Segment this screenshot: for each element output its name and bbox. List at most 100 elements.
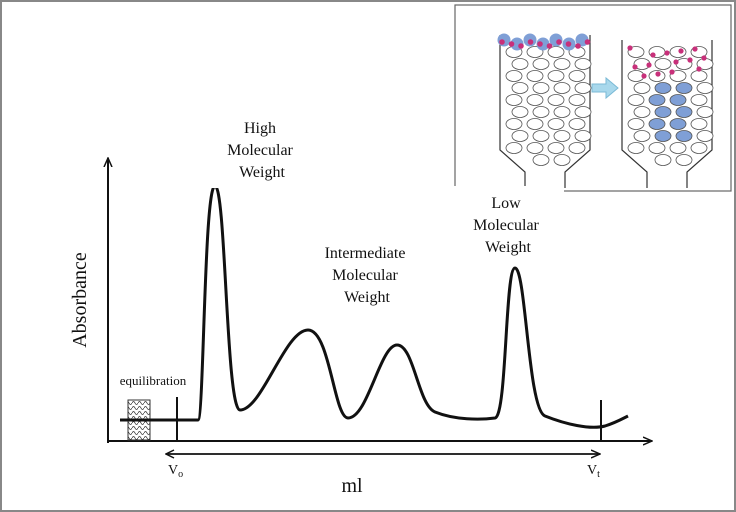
- bead: [690, 70, 708, 82]
- bead: [553, 82, 571, 94]
- bead: [526, 118, 544, 130]
- bead: [568, 70, 586, 82]
- bead: [675, 82, 693, 94]
- peak-label: Intermediate Molecular Weight: [325, 245, 410, 306]
- small-molecule: [692, 46, 698, 52]
- bead: [505, 94, 523, 106]
- bead: [654, 130, 672, 142]
- column-right: [621, 40, 713, 188]
- label-box: [452, 186, 564, 262]
- bead: [669, 94, 687, 106]
- small-molecule: [565, 41, 572, 47]
- bead: [547, 118, 565, 130]
- bead: [568, 94, 586, 106]
- bead: [696, 130, 714, 142]
- small-molecule: [546, 43, 553, 49]
- bead: [574, 82, 592, 94]
- bead: [648, 118, 666, 130]
- bead: [532, 130, 550, 142]
- small-molecule: [627, 45, 633, 51]
- small-molecule: [537, 41, 543, 47]
- bead: [574, 106, 592, 118]
- bead: [532, 58, 550, 70]
- small-molecule: [499, 39, 505, 45]
- small-molecule: [641, 73, 647, 79]
- small-molecule: [527, 39, 534, 45]
- bead: [675, 106, 693, 118]
- label-box: [293, 470, 411, 500]
- bead: [654, 82, 672, 94]
- small-molecule: [646, 62, 652, 68]
- bead: [690, 94, 708, 106]
- bead: [654, 106, 672, 118]
- column-left: [499, 35, 591, 188]
- bead: [696, 82, 714, 94]
- bead: [627, 118, 645, 130]
- small-molecule: [678, 48, 684, 54]
- x-axis-label: ml: [341, 475, 363, 497]
- chromatogram-curve: [120, 184, 629, 429]
- bead: [553, 130, 571, 142]
- bead: [553, 58, 571, 70]
- bead: [526, 46, 544, 58]
- bead: [511, 130, 529, 142]
- small-molecule: [508, 41, 515, 47]
- small-molecule: [701, 55, 707, 61]
- label-box: [202, 112, 320, 188]
- bead: [505, 70, 523, 82]
- bead: [627, 142, 645, 154]
- y-axis-label: Absorbance: [69, 252, 91, 348]
- bead: [547, 142, 565, 154]
- bead: [675, 130, 693, 142]
- small-molecule: [696, 66, 702, 72]
- bead: [633, 82, 651, 94]
- vo-label: Vo: [168, 463, 183, 480]
- bead: [669, 46, 687, 58]
- molecule: [536, 37, 550, 51]
- small-molecule: [518, 43, 524, 49]
- bead: [553, 154, 571, 166]
- small-molecule: [655, 71, 661, 77]
- bead: [505, 142, 523, 154]
- bead: [633, 130, 651, 142]
- small-molecule: [664, 50, 670, 56]
- bead: [648, 142, 666, 154]
- molecule: [497, 33, 511, 47]
- bead: [568, 118, 586, 130]
- bead: [696, 106, 714, 118]
- peak-label: Low Molecular Weight: [473, 195, 543, 256]
- bead: [547, 70, 565, 82]
- bead: [526, 94, 544, 106]
- small-molecule: [673, 59, 679, 65]
- peak-label: High Molecular Weight: [227, 120, 297, 181]
- bead: [648, 94, 666, 106]
- bead: [690, 142, 708, 154]
- small-molecule: [556, 39, 562, 45]
- bead: [547, 94, 565, 106]
- small-molecule: [584, 39, 591, 45]
- bead: [669, 118, 687, 130]
- small-molecule: [632, 64, 638, 70]
- label-box: [302, 236, 432, 312]
- bead: [532, 106, 550, 118]
- vt-label: Vt: [587, 463, 600, 480]
- bead: [511, 106, 529, 118]
- flow-arrow: [591, 76, 619, 100]
- bead: [526, 70, 544, 82]
- bead: [669, 142, 687, 154]
- bead: [505, 118, 523, 130]
- bead: [532, 154, 550, 166]
- bead: [690, 118, 708, 130]
- bead: [553, 106, 571, 118]
- small-molecule: [669, 69, 675, 75]
- column-inset: [454, 4, 732, 192]
- bead: [633, 106, 651, 118]
- bead: [627, 94, 645, 106]
- bead: [532, 82, 550, 94]
- equilibration-label: equilibration: [120, 373, 187, 388]
- small-molecule: [687, 57, 693, 63]
- bead: [511, 82, 529, 94]
- bead: [654, 154, 672, 166]
